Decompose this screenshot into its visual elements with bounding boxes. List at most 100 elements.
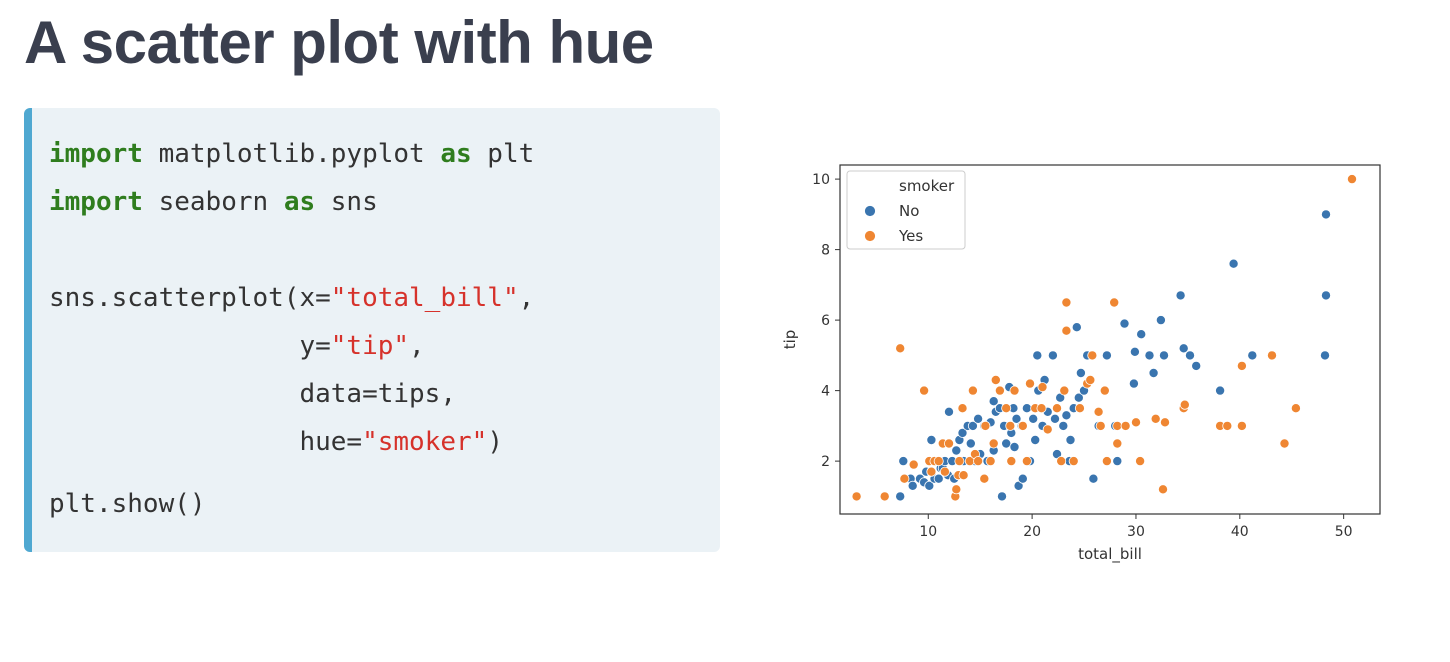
scatter-point-no: [1075, 367, 1086, 378]
scatter-point-no: [1155, 315, 1166, 326]
scatter-point-no: [926, 434, 937, 445]
scatter-point-yes: [988, 438, 999, 449]
code-text: plt.show(): [49, 489, 206, 519]
scatter-point-no: [1112, 456, 1123, 467]
legend-title: smoker: [899, 177, 955, 195]
scatter-chart-svg: 10 20 30 40 50 2 4 6 8 10 total_bill tip smoker No Yes: [781, 164, 1381, 564]
scatter-point-yes: [1150, 413, 1161, 424]
scatter-point-no: [943, 406, 954, 417]
scatter-point-yes: [1036, 403, 1047, 414]
code-keyword: import: [49, 187, 143, 217]
y-tick-label: 6: [821, 313, 830, 329]
scatter-point-no: [1178, 343, 1189, 354]
scatter-point-yes: [1042, 424, 1053, 435]
scatter-point-no: [967, 420, 978, 431]
scatter-point-yes: [943, 438, 954, 449]
scatter-point-no: [1017, 473, 1028, 484]
scatter-point-no: [898, 456, 909, 467]
legend-box: [846, 170, 966, 250]
code-text: ,: [518, 283, 535, 313]
code-line-7: plt.show(): [49, 480, 720, 528]
scatter-point-yes: [1222, 420, 1233, 431]
scatter-point-yes: [919, 385, 930, 396]
scatter-point-yes: [1159, 417, 1170, 428]
scatter-point-no: [1030, 434, 1041, 445]
scatter-point-no: [1228, 258, 1239, 269]
scatter-point-yes: [1059, 385, 1070, 396]
scatter-point-no: [1088, 473, 1099, 484]
scatter-point-no: [1047, 350, 1058, 361]
scatter-point-no: [1021, 403, 1032, 414]
scatter-point-no: [1028, 413, 1039, 424]
scatter-point-yes: [1085, 374, 1096, 385]
scatter-point-no: [1061, 410, 1072, 421]
scatter-point-no: [1049, 413, 1060, 424]
scatter-point-no: [1191, 360, 1202, 371]
scatter-point-yes: [1236, 360, 1247, 371]
scatter-point-yes: [1005, 420, 1016, 431]
scatter-point-yes: [994, 385, 1005, 396]
x-tick-label: 10: [919, 524, 937, 540]
scatter-point-yes: [1266, 350, 1277, 361]
plot-frame: [839, 164, 1381, 515]
code-line-5: data=tips,: [49, 370, 720, 418]
scatter-point-yes: [1021, 456, 1032, 467]
scatter-point-yes: [957, 403, 968, 414]
scatter-point-yes: [1179, 399, 1190, 410]
code-text: ,: [409, 331, 425, 361]
code-line-1: import matplotlib.pyplot as plt: [49, 130, 720, 178]
scatter-point-yes: [1101, 456, 1112, 467]
code-text: plt: [471, 139, 535, 169]
scatter-point-no: [1119, 318, 1130, 329]
scatter-point-no: [1073, 392, 1084, 403]
scatter-point-yes: [973, 456, 984, 467]
x-tick-label: 50: [1335, 524, 1353, 540]
scatter-point-no: [1144, 350, 1155, 361]
page-title: A scatter plot with hue: [24, 9, 654, 76]
scatter-point-no: [951, 445, 962, 456]
y-tick-label: 2: [821, 454, 830, 470]
code-text: matplotlib.pyplot: [142, 139, 441, 169]
scatter-point-yes: [1093, 406, 1104, 417]
code-text: sns: [315, 187, 378, 217]
legend-label-no: No: [899, 202, 919, 220]
code-line-6: hue="smoker"): [49, 418, 720, 466]
code-string: "smoker": [362, 427, 488, 457]
scatter-point-yes: [1051, 403, 1062, 414]
scatter-point-yes: [951, 484, 962, 495]
scatter-point-yes: [979, 473, 990, 484]
scatter-point-yes: [954, 456, 965, 467]
scatter-point-no: [1158, 350, 1169, 361]
scatter-point-no: [907, 480, 918, 491]
code-block: import matplotlib.pyplot as plt import s…: [24, 108, 720, 552]
scatter-point-yes: [899, 473, 910, 484]
scatter-point-no: [1058, 420, 1069, 431]
code-keyword: import: [49, 139, 143, 169]
y-tick-label: 10: [812, 172, 830, 188]
x-tick-label: 30: [1127, 524, 1145, 540]
scatter-point-yes: [1061, 297, 1072, 308]
scatter-point-yes: [1279, 438, 1290, 449]
scatter-point-yes: [895, 343, 906, 354]
scatter-point-no: [1101, 350, 1112, 361]
code-text: y=: [49, 331, 331, 361]
code-keyword: as: [440, 139, 472, 169]
scatter-point-no: [1320, 350, 1331, 361]
x-tick-label: 40: [1231, 524, 1249, 540]
scatter-point-no: [1321, 209, 1332, 220]
x-tick-label: 20: [1023, 524, 1041, 540]
scatter-point-no: [1321, 290, 1332, 301]
scatter-point-yes: [879, 491, 890, 502]
x-axis-label: total_bill: [1078, 545, 1142, 564]
scatter-chart: 10 20 30 40 50 2 4 6 8 10 total_bill tip smoker No Yes: [760, 150, 1400, 580]
scatter-point-yes: [1001, 403, 1012, 414]
scatter-point-yes: [1006, 456, 1017, 467]
scatter-point-no: [1136, 329, 1147, 340]
scatter-point-yes: [1120, 420, 1131, 431]
scatter-point-yes: [1024, 378, 1035, 389]
code-text: data=tips,: [49, 379, 456, 409]
code-text: seaborn: [142, 187, 284, 217]
scatter-point-no: [924, 480, 935, 491]
scatter-point-no: [1071, 322, 1082, 333]
code-keyword: as: [283, 187, 316, 217]
